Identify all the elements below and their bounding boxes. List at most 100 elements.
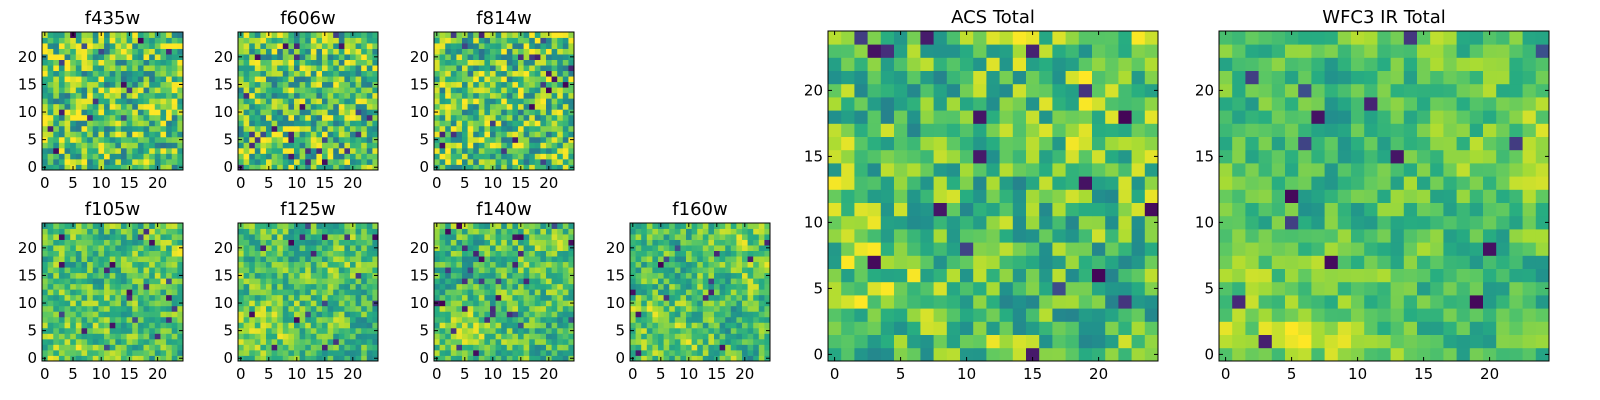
- heatmap-cell: [495, 322, 502, 329]
- heatmap-cell: [867, 176, 882, 190]
- heatmap-cell: [1039, 308, 1053, 322]
- heatmap-cell: [92, 59, 99, 66]
- heatmap-cell: [568, 305, 575, 312]
- heatmap-cell: [171, 333, 178, 340]
- heatmap-cell: [523, 223, 530, 229]
- heatmap-cell: [854, 321, 868, 335]
- heatmap-cell: [310, 261, 317, 268]
- heatmap-cell: [149, 245, 156, 251]
- heatmap-cell: [160, 338, 167, 345]
- heatmap-cell: [87, 289, 94, 296]
- heatmap-cell: [669, 349, 676, 356]
- heatmap-cell: [316, 267, 323, 274]
- heatmap-cell: [42, 70, 49, 77]
- heatmap-cell: [512, 164, 519, 171]
- heatmap-cell: [764, 344, 771, 351]
- heatmap-cell: [305, 300, 312, 307]
- heatmap-cell: [518, 338, 524, 345]
- heatmap-cell: [355, 355, 362, 362]
- heatmap-cell: [361, 338, 368, 345]
- heatmap-cell: [691, 305, 698, 312]
- heatmap-cell: [708, 333, 715, 340]
- heatmap-cell: [243, 164, 250, 171]
- heatmap-cell: [490, 300, 496, 307]
- heatmap-cell: [1144, 215, 1159, 230]
- heatmap-cell: [42, 147, 49, 154]
- heatmap-cell: [702, 349, 709, 356]
- heatmap-cell: [132, 59, 139, 66]
- heatmap-cell: [523, 164, 530, 171]
- heatmap-cell: [669, 355, 676, 362]
- heatmap-cell: [87, 43, 94, 49]
- heatmap-cell: [467, 245, 474, 251]
- heatmap-cell: [322, 322, 328, 329]
- heatmap-cell: [506, 142, 513, 149]
- heatmap-cell: [149, 239, 156, 246]
- heatmap-cell: [355, 272, 362, 279]
- heatmap-cell: [933, 255, 948, 269]
- heatmap-cell: [1105, 281, 1119, 296]
- heatmap-cell: [260, 54, 267, 60]
- heatmap-cell: [534, 109, 541, 116]
- heatmap-cell: [540, 311, 547, 318]
- heatmap-cell: [445, 65, 452, 72]
- heatmap-cell: [529, 239, 536, 246]
- heatmap-cell: [322, 59, 328, 66]
- heatmap-cell: [1118, 295, 1132, 309]
- heatmap-cell: [753, 344, 760, 351]
- heatmap-cell: [120, 92, 127, 99]
- heatmap-cell: [47, 344, 54, 351]
- heatmap-cell: [350, 147, 356, 154]
- heatmap-cell: [467, 98, 474, 105]
- heatmap-cell: [652, 349, 659, 356]
- heatmap-cell: [686, 289, 692, 296]
- heatmap-cell: [166, 239, 173, 246]
- heatmap-cell: [92, 114, 99, 121]
- heatmap-cell: [708, 338, 715, 345]
- heatmap-cell: [434, 228, 440, 235]
- heatmap-cell: [305, 70, 312, 77]
- heatmap-cell: [109, 103, 116, 110]
- heatmap-cell: [137, 43, 144, 49]
- heatmap-cell: [81, 327, 88, 334]
- heatmap-cell: [456, 294, 463, 301]
- heatmap-cell: [316, 153, 323, 160]
- heatmap-cell: [534, 250, 541, 257]
- heatmap-cell: [714, 338, 720, 345]
- heatmap-cell: [562, 76, 569, 83]
- heatmap-cell: [98, 349, 105, 356]
- heatmap-cell: [305, 32, 312, 38]
- heatmap-cell: [540, 245, 547, 251]
- heatmap-cell: [702, 261, 709, 268]
- heatmap-cell: [249, 114, 256, 121]
- heatmap-cell: [109, 239, 116, 246]
- heatmap-cell: [854, 149, 868, 164]
- heatmap-cell: [828, 295, 842, 309]
- heatmap-cell: [506, 164, 513, 171]
- heatmap-cell: [529, 142, 536, 149]
- heatmap-cell: [53, 289, 60, 296]
- heatmap-cell: [372, 114, 379, 121]
- heatmap-cell: [366, 136, 373, 143]
- heatmap-cell: [47, 81, 54, 88]
- heatmap-cell: [109, 87, 116, 94]
- heatmap-cell: [47, 136, 54, 143]
- heatmap-cell: [171, 92, 178, 99]
- heatmap-cell: [867, 321, 882, 335]
- heatmap-cell: [177, 344, 184, 351]
- heatmap-cell: [920, 255, 934, 269]
- heatmap-cell: [277, 142, 284, 149]
- heatmap-cell: [467, 103, 474, 110]
- heatmap-cell: [322, 103, 328, 110]
- heatmap-cell: [254, 234, 261, 240]
- heatmap-cell: [355, 267, 362, 274]
- heatmap-cell: [473, 349, 480, 356]
- heatmap-cell: [53, 333, 60, 340]
- heatmap-cell: [894, 229, 908, 243]
- heatmap-cell: [254, 322, 261, 329]
- heatmap-cell: [534, 76, 541, 83]
- heatmap-cell: [450, 43, 457, 49]
- heatmap-cell: [445, 344, 452, 351]
- heatmap-cell: [1118, 215, 1132, 230]
